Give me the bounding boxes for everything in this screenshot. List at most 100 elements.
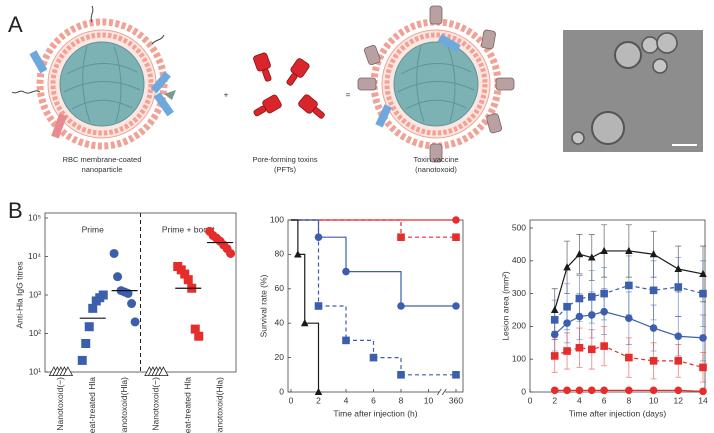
marker: [649, 386, 658, 395]
nanoparticle-illustration: [11, 5, 176, 150]
y-tick-label: 200: [512, 321, 526, 331]
marker: [649, 250, 658, 258]
y-axis-label: Anti-Hla IgG titres: [14, 261, 24, 328]
step-line: [346, 271, 402, 306]
x-tick-label: Nanotoxoid(Hla): [214, 377, 224, 433]
marker: [575, 294, 584, 303]
operator: =: [346, 89, 351, 99]
y-axis-label: Lesion area (mm²): [500, 271, 510, 341]
y-tick-label: 0: [521, 386, 526, 396]
marker: [84, 322, 94, 332]
step-line: [291, 219, 320, 238]
annotation: Prime + boost: [162, 224, 215, 234]
y-axis-label: Survival rate (%): [258, 274, 268, 337]
x-tick-label: 12: [674, 395, 684, 405]
x-tick-label: Nanotoxoid(−): [55, 377, 65, 431]
x-tick-label: 4: [577, 395, 582, 405]
marker: [180, 269, 190, 279]
marker: [575, 343, 584, 352]
marker: [699, 334, 707, 342]
marker: [563, 319, 571, 327]
marker: [113, 272, 123, 282]
caption: RBC membrane-coated: [63, 155, 142, 164]
x-tick-label: Heat-treated Hla: [87, 377, 97, 433]
step-line: [318, 305, 347, 341]
marker: [77, 355, 87, 365]
step-line: [304, 322, 320, 392]
marker: [625, 281, 633, 290]
marker: [397, 371, 405, 379]
marker: [226, 248, 236, 258]
x-tick-label: 6: [371, 395, 376, 405]
marker: [674, 283, 683, 291]
y-tick-label: 80: [275, 249, 285, 259]
marker: [88, 303, 98, 313]
x-tick-label: Nanotoxoid(Hla): [119, 377, 129, 433]
annotation: Prime: [82, 224, 104, 234]
marker: [674, 386, 683, 395]
tem-image: [563, 30, 703, 152]
marker: [62, 366, 74, 377]
marker: [397, 302, 405, 310]
caption: Pore-forming toxins: [252, 155, 317, 164]
y-tick-label: 10²: [29, 328, 41, 338]
x-tick-label: 14: [698, 395, 708, 405]
marker: [587, 311, 596, 319]
x-tick-label: 10: [649, 395, 659, 405]
x-tick-label: 8: [399, 395, 404, 405]
step-line: [291, 219, 320, 306]
marker: [587, 293, 596, 301]
caption: (PFTs): [274, 165, 297, 174]
x-tick-label: 8: [626, 395, 631, 405]
marker: [563, 263, 571, 271]
marker: [699, 363, 707, 372]
y-tick-label: 100: [512, 353, 526, 363]
marker: [342, 336, 350, 345]
caption: nanoparticle: [82, 165, 123, 174]
step-line: [291, 219, 299, 255]
step-line: [373, 357, 402, 375]
y-tick-label: 0: [279, 386, 284, 396]
marker: [190, 324, 200, 334]
toxin-illustration: [253, 52, 325, 119]
marker: [674, 332, 683, 341]
marker: [563, 386, 571, 395]
marker: [81, 338, 91, 348]
marker: [625, 246, 633, 254]
y-tick-label: 10⁵: [28, 212, 41, 222]
y-tick-label: 500: [512, 222, 526, 232]
y-tick-label: 10⁴: [28, 251, 41, 261]
caption: Toxin vaccine: [413, 155, 458, 164]
x-tick-label: 2: [316, 395, 321, 405]
marker: [98, 290, 108, 300]
x-tick-label: Nanotoxoid(−): [151, 377, 161, 431]
x-axis-label: Time after injection (h): [333, 408, 417, 418]
marker: [452, 233, 460, 241]
marker: [649, 286, 658, 295]
y-tick-label: 400: [512, 255, 526, 265]
marker: [300, 319, 309, 327]
marker: [600, 307, 608, 316]
marker: [550, 386, 559, 395]
operator: +: [224, 89, 229, 99]
marker: [550, 305, 559, 314]
y-tick-label: 10¹: [29, 366, 41, 376]
x-tick-label: 6: [602, 395, 607, 405]
panel-label: B: [8, 198, 23, 223]
marker: [563, 347, 571, 355]
x-tick-label: 2: [552, 395, 557, 405]
y-tick-label: 60: [275, 283, 285, 293]
panel-label: A: [8, 12, 23, 37]
marker: [397, 233, 405, 241]
marker: [674, 357, 683, 365]
marker: [587, 345, 596, 354]
step-line: [297, 253, 306, 324]
marker: [314, 387, 323, 396]
marker: [649, 357, 658, 365]
marker: [194, 331, 204, 341]
marker: [699, 269, 707, 277]
marker: [587, 253, 596, 261]
axis-break: [439, 389, 446, 395]
marker: [600, 342, 608, 350]
